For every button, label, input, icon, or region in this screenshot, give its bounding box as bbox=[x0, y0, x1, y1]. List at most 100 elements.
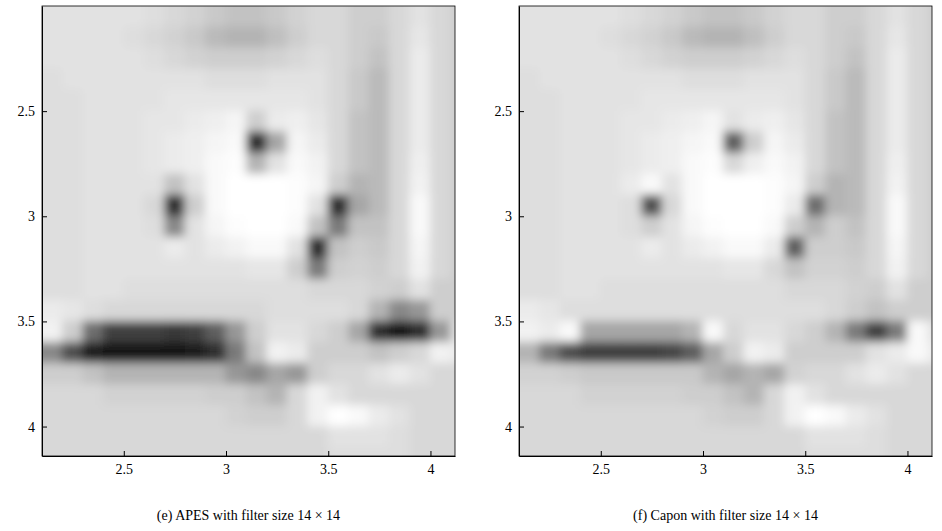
image-cell bbox=[580, 321, 601, 343]
image-cell bbox=[103, 27, 124, 49]
image-cell bbox=[641, 363, 662, 385]
image-cell bbox=[519, 426, 540, 448]
image-cell bbox=[519, 132, 540, 154]
y-tick-mark bbox=[42, 321, 47, 322]
image-cell bbox=[743, 321, 764, 343]
image-cell bbox=[164, 258, 185, 280]
image-cell bbox=[164, 6, 185, 28]
image-cell bbox=[410, 69, 431, 91]
image-cell bbox=[205, 27, 226, 49]
y-tick: 3.5 bbox=[495, 314, 525, 329]
image-cell bbox=[123, 69, 144, 91]
image-cell bbox=[805, 258, 826, 280]
image-cell bbox=[307, 27, 328, 49]
image-cell bbox=[723, 132, 744, 154]
image-cell bbox=[246, 90, 267, 112]
image-cell bbox=[82, 447, 103, 456]
image-cell bbox=[723, 279, 744, 301]
image-cell bbox=[519, 300, 540, 322]
image-cell bbox=[621, 27, 642, 49]
image-cell bbox=[287, 237, 308, 259]
image-cell bbox=[103, 342, 124, 364]
image-cell bbox=[846, 279, 867, 301]
image-cell bbox=[450, 384, 455, 406]
image-cell bbox=[907, 132, 928, 154]
image-cell bbox=[559, 111, 580, 133]
image-cell bbox=[103, 216, 124, 238]
image-cell bbox=[103, 69, 124, 91]
image-cell bbox=[266, 6, 287, 28]
image-cell bbox=[519, 195, 540, 217]
image-cell bbox=[164, 174, 185, 196]
image-cell bbox=[927, 216, 932, 238]
image-cell bbox=[144, 132, 165, 154]
image-cell bbox=[539, 300, 560, 322]
image-cell bbox=[825, 6, 846, 28]
image-cell bbox=[682, 48, 703, 70]
image-cell bbox=[866, 195, 887, 217]
image-cell bbox=[369, 90, 390, 112]
image-cell bbox=[185, 6, 206, 28]
image-cell bbox=[703, 279, 724, 301]
image-cell bbox=[662, 405, 683, 427]
image-cell bbox=[682, 111, 703, 133]
image-cell bbox=[389, 300, 410, 322]
image-cell bbox=[846, 216, 867, 238]
image-cell bbox=[866, 6, 887, 28]
image-cell bbox=[703, 195, 724, 217]
image-cell bbox=[927, 69, 932, 91]
y-tick-mark bbox=[519, 111, 524, 112]
image-cell bbox=[825, 27, 846, 49]
image-cell bbox=[703, 90, 724, 112]
image-cell bbox=[887, 321, 908, 343]
image-cell bbox=[682, 300, 703, 322]
image-cell bbox=[743, 300, 764, 322]
image-cell bbox=[866, 27, 887, 49]
image-cell bbox=[103, 279, 124, 301]
image-cell bbox=[723, 174, 744, 196]
image-cell bbox=[123, 174, 144, 196]
image-cell bbox=[287, 27, 308, 49]
image-cell bbox=[927, 111, 932, 133]
image-cell bbox=[226, 321, 247, 343]
image-cell bbox=[82, 90, 103, 112]
image-cell bbox=[450, 237, 455, 259]
image-cell bbox=[164, 405, 185, 427]
image-cell bbox=[825, 384, 846, 406]
image-cell bbox=[205, 321, 226, 343]
image-cell bbox=[805, 132, 826, 154]
image-cell bbox=[410, 321, 431, 343]
image-cell bbox=[287, 6, 308, 28]
image-cell bbox=[82, 69, 103, 91]
image-cell bbox=[164, 27, 185, 49]
image-cell bbox=[82, 237, 103, 259]
image-cell bbox=[103, 363, 124, 385]
image-cell bbox=[410, 111, 431, 133]
image-cell bbox=[103, 174, 124, 196]
image-cell bbox=[927, 342, 932, 364]
image-cell bbox=[621, 405, 642, 427]
image-cell bbox=[410, 363, 431, 385]
image-cell bbox=[389, 174, 410, 196]
image-cell bbox=[287, 426, 308, 448]
image-cell bbox=[580, 27, 601, 49]
image-cell bbox=[348, 237, 369, 259]
image-cell bbox=[307, 69, 328, 91]
image-cell bbox=[641, 48, 662, 70]
image-cell bbox=[887, 258, 908, 280]
image-cell bbox=[348, 363, 369, 385]
image-cell bbox=[641, 426, 662, 448]
image-cell bbox=[682, 321, 703, 343]
image-cell bbox=[927, 90, 932, 112]
image-cell bbox=[123, 426, 144, 448]
image-cell bbox=[185, 111, 206, 133]
image-cell bbox=[430, 90, 451, 112]
image-cell bbox=[846, 27, 867, 49]
image-cell bbox=[764, 195, 785, 217]
image-cell bbox=[805, 195, 826, 217]
image-cell bbox=[307, 195, 328, 217]
image-cell bbox=[682, 426, 703, 448]
image-cell bbox=[450, 48, 455, 70]
image-cell bbox=[519, 321, 540, 343]
image-cell bbox=[539, 69, 560, 91]
